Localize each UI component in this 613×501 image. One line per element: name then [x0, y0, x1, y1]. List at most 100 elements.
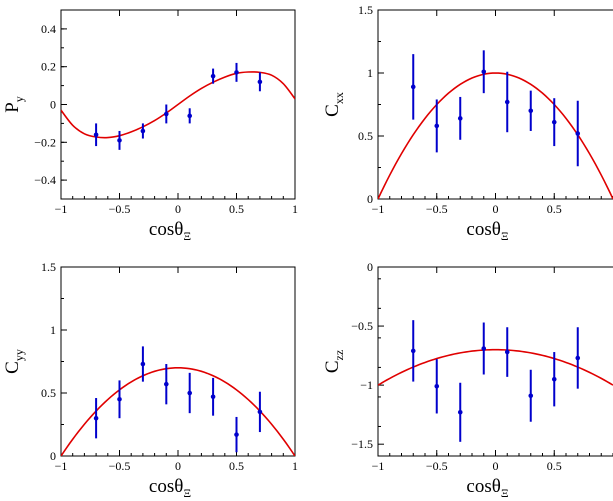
x-tick-label: −1	[372, 202, 385, 216]
x-axis-label-main: cosθ	[149, 219, 183, 240]
data-point	[257, 409, 263, 415]
data-point	[575, 131, 581, 136]
y-tick-label: 0	[367, 260, 373, 274]
x-tick-label: 0.5	[229, 202, 244, 216]
y-tick-label: 0.2	[41, 60, 56, 74]
fit-curve	[378, 348, 613, 386]
y-axis-label-sub: yy	[12, 349, 26, 361]
y-axis-label: Cxx	[322, 92, 346, 117]
data-point	[187, 113, 192, 119]
data-point	[93, 415, 99, 421]
data-point	[457, 116, 463, 121]
y-axis-label: Czz	[322, 350, 346, 373]
x-axis-label: cosθΞ	[466, 476, 508, 500]
y-axis-label-sub: xx	[332, 92, 346, 104]
x-tick-label: −1	[55, 202, 68, 216]
y-tick-label: 1.5	[358, 3, 373, 17]
data-point	[457, 409, 463, 415]
y-tick-label: 0	[50, 98, 56, 112]
data-point	[504, 99, 510, 105]
y-axis-label-main: C	[322, 104, 343, 117]
fit-curve	[378, 72, 613, 199]
data-point	[117, 138, 122, 143]
data-point	[140, 128, 146, 134]
data-point	[410, 348, 416, 354]
data-point	[187, 390, 192, 396]
y-tick-label: −0.5	[351, 319, 373, 333]
data-point	[164, 111, 169, 117]
panel-czz: −1 −0.5 0 0.5 −1.5 −1 −0.5 0 cosθΞ Czz	[322, 260, 613, 500]
x-axis-label-main: cosθ	[466, 476, 500, 497]
data-point	[410, 84, 416, 90]
x-axis-label: cosθΞ	[466, 219, 508, 243]
y-tick-label: 0.5	[41, 386, 56, 400]
data-point	[234, 70, 239, 75]
y-tick-label: −0.4	[34, 173, 56, 187]
y-axis-label-sub: zz	[332, 350, 346, 361]
data-point	[528, 108, 534, 114]
y-axis-label-main: P	[2, 102, 23, 113]
data-point	[481, 346, 487, 351]
data-point	[257, 79, 263, 85]
data-point	[434, 384, 440, 389]
x-axis-label-sub: Ξ	[501, 486, 509, 500]
y-tick-label: 1	[50, 323, 56, 337]
data-point	[140, 361, 146, 367]
y-axis-label: Py	[2, 96, 26, 113]
y-tick-label: 1	[367, 66, 373, 80]
x-axis-label-sub: Ξ	[501, 229, 509, 243]
x-tick-label: 0.5	[547, 459, 562, 473]
x-tick-label: 0	[493, 202, 499, 216]
data-point	[164, 381, 169, 387]
fit-curve	[61, 366, 295, 456]
x-tick-label: −0.5	[109, 202, 131, 216]
x-tick-label: 0	[175, 459, 181, 473]
data-point	[210, 394, 216, 400]
x-tick-label: 0	[493, 459, 499, 473]
x-tick-label: 0.5	[547, 202, 562, 216]
x-tick-label: −1	[55, 459, 68, 473]
y-tick-label: −1	[360, 378, 373, 392]
y-axis-label-main: C	[322, 360, 343, 373]
y-tick-label: −1.5	[351, 437, 373, 451]
x-tick-label: −0.5	[426, 459, 448, 473]
y-axis-label-sub: y	[12, 96, 26, 102]
data-point	[551, 376, 557, 382]
data-point	[481, 69, 487, 75]
data-point	[528, 393, 534, 399]
panel-py: −1 −0.5 0 0.5 1 −0.4 −0.2 0 0.2 0.4 cosθΞ Py	[2, 9, 298, 243]
data-point	[117, 397, 122, 402]
x-tick-label: −0.5	[109, 459, 131, 473]
data-point	[575, 355, 581, 361]
x-tick-label: 1	[292, 459, 298, 473]
data-point	[93, 132, 99, 138]
y-tick-label: 0	[367, 192, 373, 206]
x-tick-label: 0.5	[229, 459, 244, 473]
y-tick-label: 0.5	[358, 129, 373, 143]
data-point	[434, 123, 440, 129]
x-tick-label: 1	[292, 202, 298, 216]
y-tick-label: 1.5	[41, 260, 56, 274]
x-axis-label-main: cosθ	[466, 219, 500, 240]
data-point	[210, 73, 216, 79]
x-tick-label: −0.5	[426, 202, 448, 216]
x-axis-label-sub: Ξ	[183, 486, 191, 500]
panel-cyy: −1 −0.5 0 0.5 1 0 0.5 1 1.5 cosθΞ Cyy	[2, 260, 298, 500]
fit-curve	[61, 71, 295, 139]
x-tick-label: 0	[175, 202, 181, 216]
x-axis-label: cosθΞ	[149, 219, 191, 243]
y-tick-label: −0.2	[34, 135, 56, 149]
y-tick-label: 0.4	[41, 22, 56, 36]
y-axis-label: Cyy	[2, 349, 26, 374]
x-axis-label-sub: Ξ	[183, 229, 191, 243]
x-axis-label-main: cosθ	[149, 476, 183, 497]
y-axis-label-main: C	[2, 361, 23, 374]
y-tick-label: 0	[50, 449, 56, 463]
x-axis-label: cosθΞ	[149, 476, 191, 500]
data-point	[551, 119, 557, 125]
data-point	[234, 432, 239, 437]
x-tick-label: −1	[372, 459, 385, 473]
data-point	[504, 349, 510, 355]
panel-cxx: −1 −0.5 0 0.5 0 0.5 1 1.5 cosθΞ Cxx	[322, 3, 613, 243]
